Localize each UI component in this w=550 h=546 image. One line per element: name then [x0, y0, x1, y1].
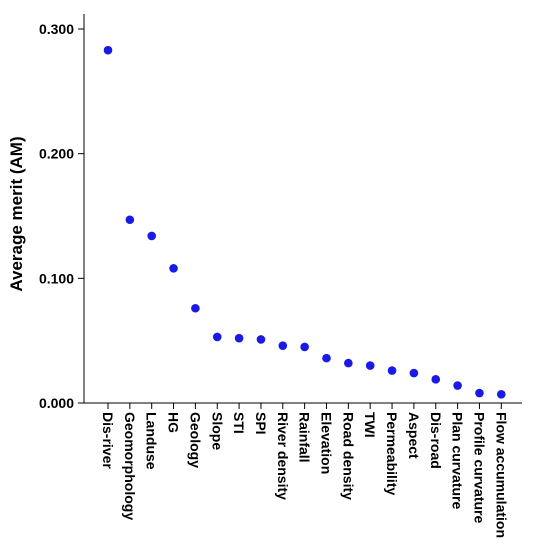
data-point [431, 375, 441, 384]
x-tick-label: Profile curvature [471, 412, 487, 523]
data-point [344, 358, 353, 368]
x-tick-label: Permeability [384, 412, 400, 495]
x-axis: Dis-river Geomorphology Landuse HG Geology Sl… [84, 402, 522, 538]
x-tick-label: River density [275, 412, 291, 500]
x-tick-label: Dis-road [428, 412, 444, 469]
data-point [278, 341, 288, 350]
data-point [365, 361, 375, 370]
y-tick-label: 0.000 [39, 395, 74, 411]
x-tick-label: Aspect [406, 412, 422, 459]
data-point [409, 368, 419, 378]
data-point [256, 335, 266, 344]
data-point [300, 342, 309, 352]
data-point [497, 389, 506, 399]
data-points [103, 45, 506, 399]
x-tick-label: TWI [362, 412, 378, 438]
data-point [125, 215, 135, 225]
y-tick-label: 0.300 [39, 21, 74, 37]
y-axis: 0.000 0.100 0.200 0.300 [39, 14, 85, 411]
x-tick-label: Geomorphology [122, 412, 138, 520]
x-tick-label: STI [231, 412, 247, 434]
data-point [147, 231, 156, 241]
x-tick-label: Dis-river [100, 412, 116, 469]
x-tick-label: SPI [253, 412, 269, 435]
y-tick-label: 0.200 [39, 146, 74, 162]
data-point [212, 332, 222, 342]
x-tick-label: Landuse [144, 412, 160, 470]
x-tick-label: Geology [187, 412, 203, 468]
y-tick-label: 0.100 [39, 270, 74, 286]
data-point [475, 388, 484, 398]
data-point [453, 381, 462, 390]
y-axis-title: Average merit (AM) [7, 136, 26, 291]
x-tick-label: Flow accumulation [493, 412, 509, 538]
x-tick-label: Elevation [319, 412, 335, 474]
x-tick-label: Rainfall [297, 412, 313, 463]
data-point [234, 333, 244, 343]
data-point [103, 45, 113, 55]
data-point [387, 366, 397, 375]
x-tick-label: Slope [209, 412, 225, 450]
data-point [322, 353, 331, 363]
x-tick-label: Road density [340, 412, 356, 500]
x-tick-label: HG [166, 412, 182, 433]
data-point [169, 264, 178, 273]
data-point [191, 303, 200, 313]
x-tick-label: Plan curvature [450, 412, 466, 509]
